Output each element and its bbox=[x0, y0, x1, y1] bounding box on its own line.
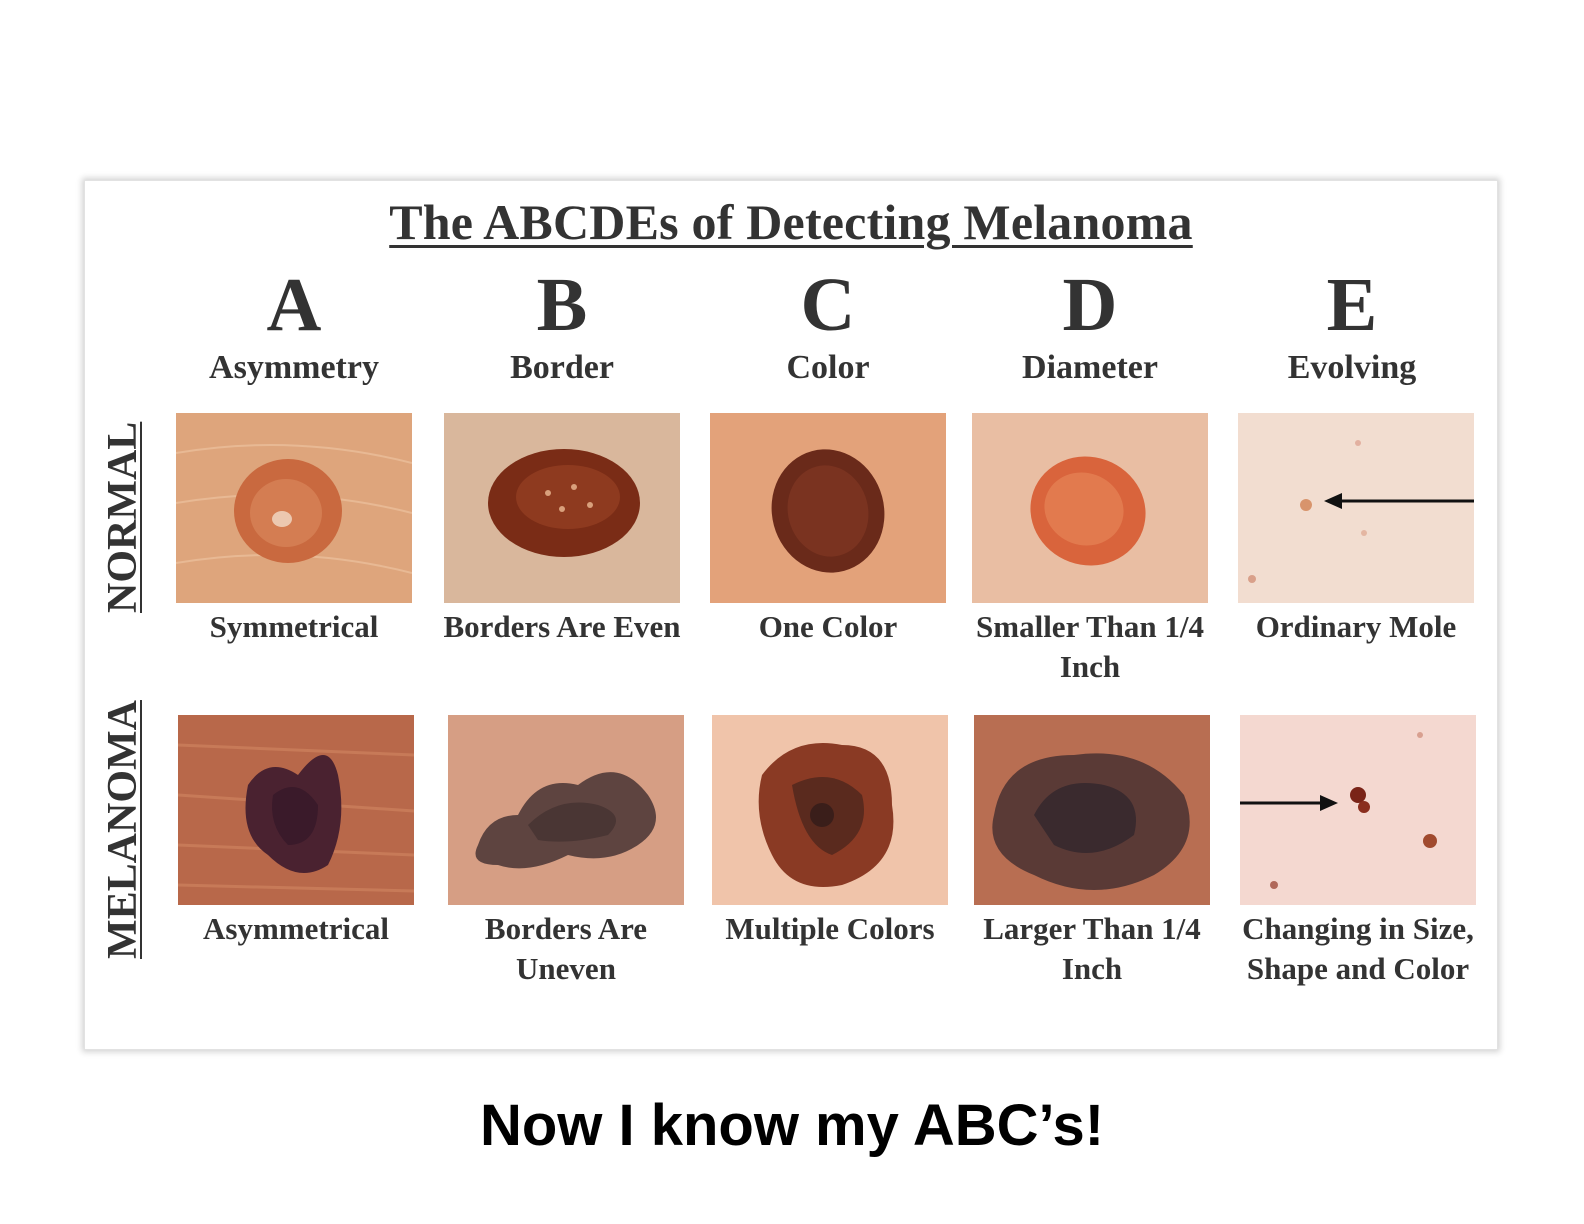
melanoma-cell-e: Changing in Size, Shape and Color bbox=[1227, 715, 1489, 989]
column-name: Color bbox=[786, 349, 870, 386]
asymmetrical-melanoma-photo bbox=[178, 715, 414, 905]
caption: Borders Are Uneven bbox=[484, 911, 648, 986]
column-name: Asymmetry bbox=[209, 349, 379, 386]
caption: Larger Than 1/4 Inch bbox=[983, 911, 1201, 986]
caption: Changing in Size, Shape and Color bbox=[1242, 911, 1474, 986]
caption: Multiple Colors bbox=[725, 911, 935, 946]
normal-cell-b: Borders Are Even bbox=[431, 413, 693, 647]
chart-title: The ABCDEs of Detecting Melanoma bbox=[389, 194, 1193, 250]
column-header-e: E Evolving bbox=[1227, 265, 1477, 387]
large-diameter-melanoma-photo bbox=[974, 715, 1210, 905]
melanoma-cell-b: Borders Are Uneven bbox=[435, 715, 697, 989]
caption: Symmetrical bbox=[209, 609, 379, 644]
column-letter: C bbox=[800, 263, 856, 347]
column-header-b: B Border bbox=[437, 265, 687, 387]
column-letter: B bbox=[536, 263, 588, 347]
small-diameter-mole-photo bbox=[972, 413, 1208, 603]
normal-cell-c: One Color bbox=[697, 413, 959, 647]
column-letter: E bbox=[1326, 263, 1378, 347]
column-name: Diameter bbox=[1022, 349, 1158, 386]
caption: Asymmetrical bbox=[203, 911, 389, 946]
caption: One Color bbox=[758, 609, 898, 644]
column-header-c: C Color bbox=[703, 265, 953, 387]
column-letter: A bbox=[266, 263, 322, 347]
caption: Smaller Than 1/4 Inch bbox=[976, 609, 1204, 684]
column-header-a: A Asymmetry bbox=[169, 265, 419, 387]
column-header-d: D Diameter bbox=[965, 265, 1215, 387]
even-border-mole-photo bbox=[444, 413, 680, 603]
normal-cell-a: Symmetrical bbox=[163, 413, 425, 647]
column-name: Border bbox=[510, 349, 614, 386]
melanoma-cell-d: Larger Than 1/4 Inch bbox=[961, 715, 1223, 989]
ordinary-mole-photo bbox=[1238, 413, 1474, 603]
abcde-chart-card: The ABCDEs of Detecting Melanoma A Asymm… bbox=[84, 180, 1498, 1050]
normal-cell-e: Ordinary Mole bbox=[1225, 413, 1487, 647]
caption: Borders Are Even bbox=[443, 609, 681, 644]
uneven-border-melanoma-photo bbox=[448, 715, 684, 905]
melanoma-cell-a: Asymmetrical bbox=[165, 715, 427, 949]
column-name: Evolving bbox=[1287, 349, 1417, 386]
row-label-normal: NORMAL bbox=[100, 421, 146, 613]
melanoma-cell-c: Multiple Colors bbox=[699, 715, 961, 949]
caption: Ordinary Mole bbox=[1255, 609, 1457, 644]
multicolor-melanoma-photo bbox=[712, 715, 948, 905]
evolving-melanoma-photo bbox=[1240, 715, 1476, 905]
one-color-mole-photo bbox=[710, 413, 946, 603]
footer-tagline: Now I know my ABC’s! bbox=[479, 1093, 1105, 1158]
normal-cell-d: Smaller Than 1/4 Inch bbox=[959, 413, 1221, 687]
row-label-melanoma: MELANOMA bbox=[100, 700, 146, 959]
symmetrical-mole-photo bbox=[176, 413, 412, 603]
column-letter: D bbox=[1062, 263, 1118, 347]
